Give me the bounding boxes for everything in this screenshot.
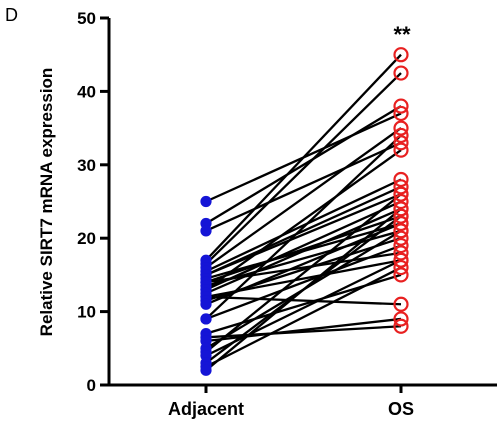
pair-line — [205, 200, 402, 291]
os-point — [393, 208, 409, 224]
os-point — [393, 171, 409, 188]
pair-line — [205, 215, 402, 284]
adjacent-point — [200, 313, 212, 325]
os-point — [393, 311, 409, 327]
os-point — [393, 252, 409, 268]
pair-line — [205, 325, 402, 339]
os-point — [393, 259, 409, 276]
pair-line — [205, 266, 402, 368]
os-point — [393, 47, 409, 63]
x-tick-label: Adjacent — [168, 399, 244, 419]
adjacent-point — [200, 298, 212, 310]
pair-line — [205, 193, 402, 353]
y-axis-label: Relative SIRT7 mRNA expression — [37, 68, 56, 337]
pair-line — [205, 105, 402, 225]
pair-line — [205, 295, 402, 306]
os-point — [393, 120, 409, 136]
adjacent-point — [200, 225, 212, 237]
y-tick-label: 0 — [87, 376, 96, 395]
data-points — [200, 47, 409, 376]
x-tick-label: OS — [388, 399, 414, 419]
os-point — [393, 318, 409, 334]
os-point — [393, 105, 409, 122]
y-tick-label: 50 — [77, 9, 96, 28]
axes: 0 10 20 30 40 50 Adjacent OS — [77, 9, 497, 419]
pair-line — [205, 244, 402, 321]
panel-label: D — [5, 5, 18, 25]
pair-line — [205, 178, 402, 273]
adjacent-point — [200, 195, 212, 208]
os-point — [393, 296, 409, 312]
significance-marker: ** — [393, 22, 411, 47]
pair-line — [205, 207, 402, 295]
os-point — [393, 142, 409, 158]
os-point — [393, 245, 409, 261]
os-point — [393, 65, 409, 81]
os-point — [393, 223, 409, 239]
pair-line — [205, 141, 402, 232]
y-tick-label: 30 — [77, 156, 96, 175]
os-point — [393, 135, 409, 151]
pair-lines — [205, 53, 402, 372]
os-point — [393, 267, 409, 283]
os-point — [393, 201, 409, 217]
os-point — [393, 186, 409, 202]
pair-line — [205, 134, 402, 320]
pair-line — [205, 127, 402, 269]
os-point — [393, 215, 409, 232]
os-point — [393, 230, 409, 246]
os-point — [393, 127, 409, 144]
pair-line — [205, 149, 402, 291]
pair-line — [205, 53, 402, 262]
y-tick-label: 20 — [77, 229, 96, 248]
os-point — [393, 237, 409, 254]
pair-line — [205, 193, 402, 276]
pair-line — [205, 72, 402, 265]
os-point — [393, 179, 409, 195]
os-point — [393, 193, 409, 210]
os-point — [393, 98, 409, 114]
pair-line — [205, 207, 402, 372]
y-tick-label: 40 — [77, 82, 96, 101]
adjacent-point — [200, 364, 212, 376]
y-tick-label: 10 — [77, 303, 96, 322]
